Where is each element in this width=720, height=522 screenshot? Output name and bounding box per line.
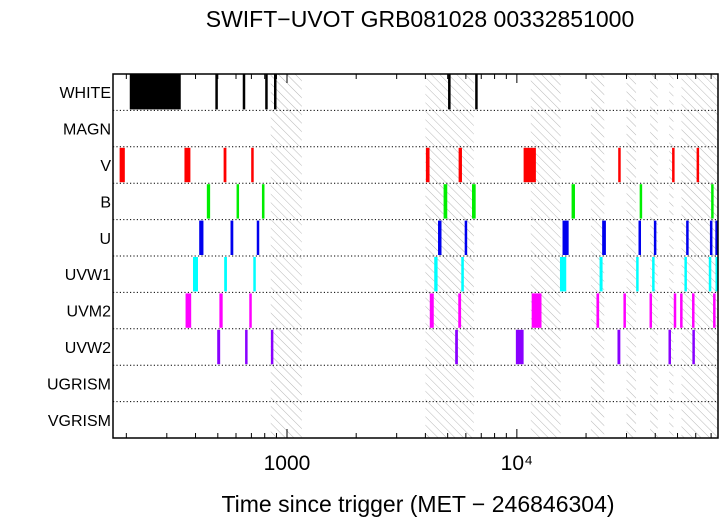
- exposure-bar-uvw1-9: [684, 257, 687, 292]
- exposure-bar-u-5: [562, 220, 569, 255]
- hatched-region-3: [590, 74, 605, 438]
- exposure-bar-b-0: [206, 184, 211, 219]
- exposure-bar-white-0: [129, 74, 181, 110]
- exposure-bar-b-2: [261, 184, 265, 219]
- exposure-bar-uvm2-10: [680, 293, 683, 328]
- filter-label-magn: MAGN: [63, 122, 111, 139]
- exposure-bar-b-5: [571, 184, 575, 219]
- exposure-bar-uvw1-1: [224, 257, 227, 292]
- exposure-bar-u-6: [602, 220, 606, 255]
- filter-label-uvm2: UVM2: [67, 304, 112, 321]
- exposure-bar-u-0: [199, 220, 204, 255]
- exposure-bars: [119, 74, 718, 365]
- filter-label-white: WHITE: [59, 85, 111, 102]
- filter-label-vgrism: VGRISM: [48, 413, 111, 430]
- exposure-bar-uvw2-6: [668, 329, 671, 365]
- exposure-bar-white-1: [215, 74, 218, 110]
- exposure-bar-uvw2-2: [270, 329, 274, 365]
- exposure-bar-uvm2-8: [649, 293, 653, 328]
- chart-title: SWIFT−UVOT GRB081028 00332851000: [206, 6, 635, 32]
- exposure-bar-u-10: [709, 220, 713, 255]
- exposure-bar-white-4: [273, 74, 277, 110]
- exposure-bar-v-2: [223, 147, 227, 183]
- exposure-bar-u-8: [653, 220, 657, 255]
- exposure-bar-white-5: [448, 74, 451, 110]
- exposure-bar-uvw2-3: [455, 329, 458, 365]
- filter-label-uvw2: UVW2: [65, 340, 111, 357]
- exposure-bar-uvw1-11: [715, 257, 718, 292]
- exposure-bar-v-5: [458, 147, 462, 183]
- exposure-bar-uvm2-3: [429, 293, 434, 328]
- exposure-bar-uvw2-5: [617, 329, 621, 365]
- exposure-bar-uvw2-1: [245, 329, 248, 365]
- exposure-bar-uvw2-4: [515, 329, 524, 365]
- filter-labels: WHITE MAGN V B U UVW1 UVM2 UVW2 UGRISM VGRISM: [47, 85, 111, 430]
- exposure-bar-uvm2-7: [623, 293, 626, 328]
- filter-label-u: U: [99, 231, 111, 248]
- exposure-bar-uvw1-10: [708, 257, 712, 292]
- hatched-region-4: [626, 74, 637, 438]
- exposure-bar-uvm2-9: [673, 293, 677, 328]
- exposure-bar-uvw1-8: [652, 257, 655, 292]
- x-axis-label: Time since trigger (MET − 246846304): [221, 491, 614, 517]
- exposure-bar-white-6: [475, 74, 478, 110]
- exposure-bar-uvm2-0: [185, 293, 192, 328]
- exposure-bar-v-8: [672, 147, 675, 183]
- exposure-bar-v-7: [618, 147, 621, 183]
- exposure-bar-b-7: [711, 184, 714, 219]
- exposure-bar-u-1: [230, 220, 234, 255]
- tick-label-1000: 1000: [264, 452, 311, 475]
- exposure-bar-uvm2-1: [219, 293, 223, 328]
- exposure-bar-u-3: [438, 220, 442, 255]
- x-axis-ticks: 1000 10⁴: [125, 74, 712, 475]
- exposure-bar-b-1: [236, 184, 240, 219]
- exposure-bar-uvm2-6: [596, 293, 600, 328]
- exposure-bar-uvw1-6: [599, 257, 603, 292]
- filter-label-uvw1: UVW1: [65, 267, 111, 284]
- exposure-bar-u-11: [715, 220, 718, 255]
- exposure-bar-u-9: [686, 220, 689, 255]
- tick-label-10000: 10⁴: [501, 452, 533, 475]
- exposure-bar-uvm2-2: [249, 293, 252, 328]
- exposure-bar-b-3: [443, 184, 448, 219]
- exposure-bar-uvm2-11: [692, 293, 695, 328]
- exposure-bar-v-0: [119, 147, 125, 183]
- exposure-bar-u-7: [638, 220, 642, 255]
- filter-label-v: V: [100, 158, 111, 175]
- exposure-bar-uvw2-7: [692, 329, 695, 365]
- plot-frame: [112, 73, 719, 439]
- exposure-bar-white-2: [242, 74, 246, 110]
- exposure-bar-uvw2-0: [217, 329, 221, 365]
- exposure-bar-uvw1-0: [192, 257, 198, 292]
- exposure-bar-uvm2-12: [713, 293, 716, 328]
- exposure-bar-uvw1-2: [253, 257, 256, 292]
- exposure-bar-uvw1-7: [636, 257, 639, 292]
- exposure-bar-b-4: [471, 184, 476, 219]
- filter-label-b: B: [100, 194, 111, 211]
- filter-label-ugrism: UGRISM: [47, 376, 111, 393]
- row-separators: [113, 109, 718, 403]
- exposure-bar-uvw1-5: [559, 257, 567, 292]
- exposure-bar-v-4: [425, 147, 430, 183]
- exposure-bar-uvm2-4: [458, 293, 462, 328]
- exposure-bar-white-3: [265, 74, 268, 110]
- exposure-bar-v-9: [696, 147, 700, 183]
- exposure-bar-b-6: [639, 184, 643, 219]
- exposure-bar-uvw1-3: [434, 257, 438, 292]
- exposure-bar-v-1: [184, 147, 191, 183]
- exposure-bar-u-4: [464, 220, 468, 255]
- exposure-bar-u-2: [256, 220, 260, 255]
- exposure-bar-v-3: [251, 147, 254, 183]
- exposure-bar-uvw1-4: [461, 257, 464, 292]
- exposure-bar-uvm2-5: [531, 293, 542, 328]
- exposure-bar-v-6: [523, 147, 536, 183]
